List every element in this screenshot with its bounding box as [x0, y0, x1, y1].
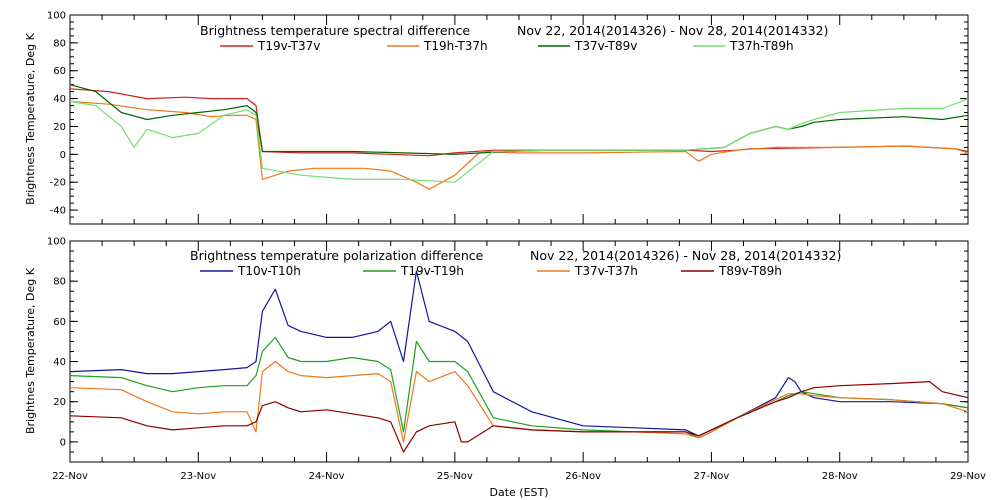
- y-tick-label: 40: [53, 357, 66, 368]
- y-axis-label: Brightnes Temperature, Deg K: [24, 267, 37, 434]
- legend-label: T89v-T89h: [718, 264, 782, 278]
- y-axis: -40 -20 0 20 40 60 80 100: [47, 11, 968, 225]
- x-tick-label: 25-Nov: [437, 471, 473, 482]
- legend-label: T37h-T89h: [729, 39, 794, 53]
- x-tick-label: 26-Nov: [565, 471, 601, 482]
- x-tick-label: 28-Nov: [822, 471, 858, 482]
- chart-title: Brightness temperature polarization diff…: [190, 248, 484, 263]
- series-line-t37v-t89v: [69, 84, 969, 155]
- y-tick-label: 80: [53, 277, 66, 288]
- chart-title: Brightness temperature spectral differen…: [200, 23, 470, 38]
- series-layer: [69, 84, 969, 190]
- series-line-t19v-t19h: [69, 336, 969, 439]
- chart-date-range: Nov 22, 2014(2014326) - Nov 28, 2014(201…: [530, 248, 841, 263]
- y-tick-label: 20: [53, 122, 66, 133]
- series-line-t37v-t37h: [69, 360, 969, 443]
- x-tick-label: 22-Nov: [52, 471, 88, 482]
- series-line-t37h-t89h: [69, 98, 969, 183]
- y-tick-label: 20: [53, 397, 66, 408]
- y-axis: 0 20 40 60 80 100: [47, 237, 968, 463]
- series-layer: [69, 270, 969, 453]
- x-tick-label: 24-Nov: [309, 471, 345, 482]
- x-axis-label: Date (EST): [489, 486, 548, 499]
- x-tick-label: 29-Nov: [950, 471, 986, 482]
- x-tick-label: 27-Nov: [693, 471, 729, 482]
- legend-label: T19v-T37v: [257, 39, 320, 53]
- legend-label: T19h-T37h: [423, 39, 488, 53]
- legend-label: T19v-T19h: [400, 264, 464, 278]
- x-tick-label: 23-Nov: [180, 471, 216, 482]
- series-line-t10v-t10h: [69, 270, 969, 437]
- legend: T10v-T10h T19v-T19h T37v-T37h T89v-T89h: [200, 264, 782, 278]
- y-tick-label: 60: [53, 66, 66, 77]
- legend-label: T37v-T37h: [574, 264, 638, 278]
- polarization-difference-panel: Brightness temperature polarization diff…: [24, 237, 986, 483]
- y-tick-label: 100: [47, 237, 66, 248]
- series-line-t89v-t89h: [69, 381, 969, 453]
- spectral-difference-panel: Brightness temperature spectral differen…: [24, 11, 969, 225]
- series-line-t19h-t37h: [69, 100, 969, 190]
- y-tick-label: 0: [60, 437, 66, 448]
- y-tick-label: -20: [50, 178, 66, 189]
- y-tick-label: 60: [53, 317, 66, 328]
- y-tick-label: 40: [53, 94, 66, 105]
- y-tick-label: 80: [53, 38, 66, 49]
- y-tick-label: 0: [60, 150, 66, 161]
- chart-date-range: Nov 22, 2014(2014326) - Nov 28, 2014(201…: [517, 23, 828, 38]
- legend: T19v-T37v T19h-T37h T37v-T89v T37h-T89h: [220, 39, 794, 53]
- legend-label: T37v-T89v: [574, 39, 637, 53]
- y-tick-label: 100: [47, 11, 66, 22]
- x-axis: [69, 15, 969, 224]
- y-axis-label: Brightness Temperature, Deg K: [24, 32, 37, 204]
- legend-label: T10v-T10h: [237, 264, 301, 278]
- y-tick-label: -40: [50, 206, 66, 217]
- x-axis: 22-Nov 23-Nov 24-Nov 25-Nov 26-Nov 27-Nov 28-N…: [52, 241, 986, 482]
